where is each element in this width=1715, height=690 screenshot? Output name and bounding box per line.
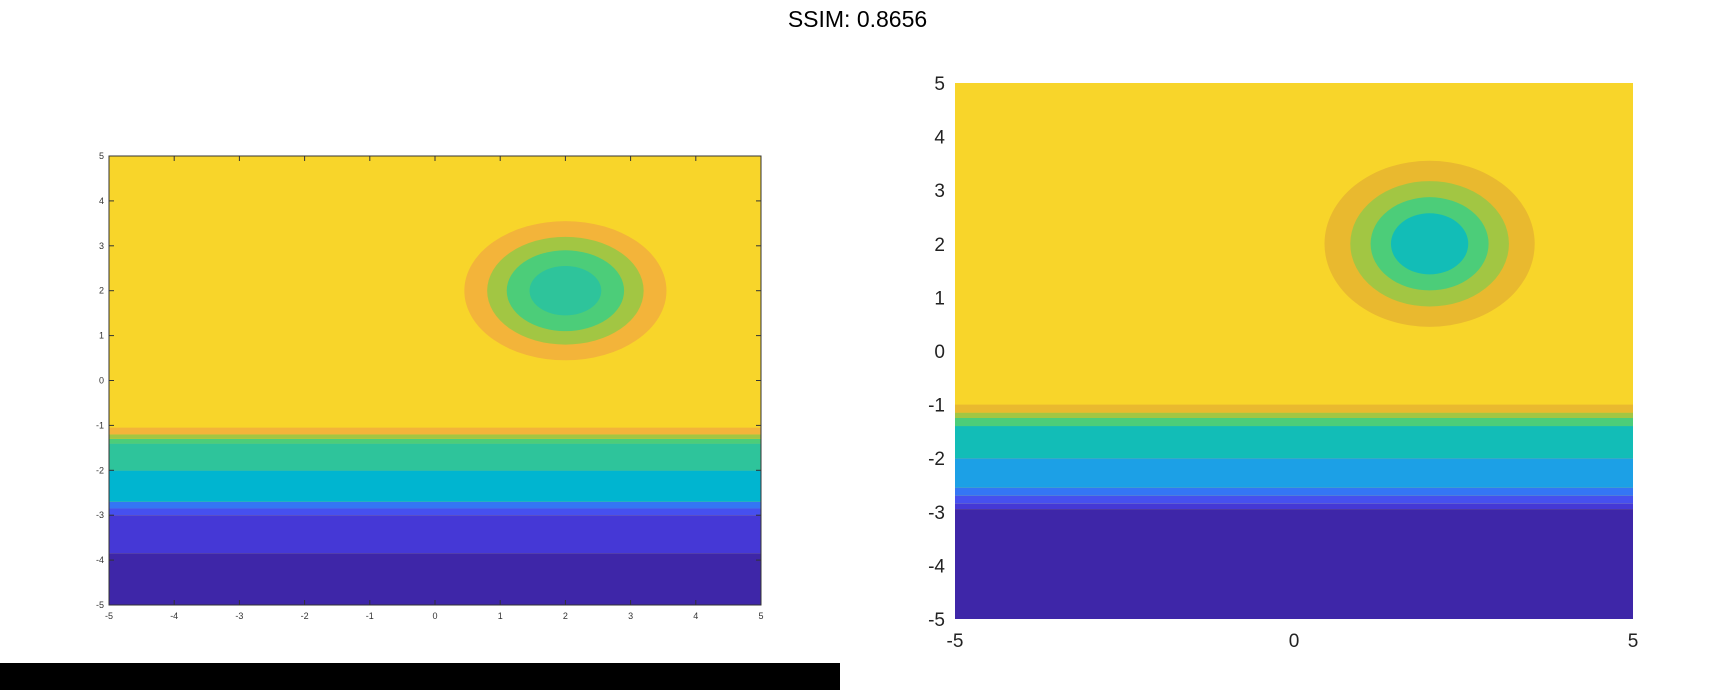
right-ytick-label: 5 bbox=[934, 74, 945, 95]
right-xtick-label: 5 bbox=[1628, 631, 1639, 652]
left-ytick-label: 1 bbox=[99, 331, 104, 341]
right-ytick-label: -1 bbox=[928, 396, 945, 417]
left-band-1 bbox=[109, 515, 761, 554]
right-xtick-label: -5 bbox=[947, 631, 964, 652]
left-band-5 bbox=[109, 443, 761, 471]
right-plot-area bbox=[955, 83, 1633, 619]
left-blob-ring-3 bbox=[529, 266, 602, 316]
figure-title: SSIM: 0.8656 bbox=[787, 6, 928, 32]
right-band-5 bbox=[955, 426, 1633, 459]
right-ytick-label: 4 bbox=[934, 128, 945, 149]
left-band-4 bbox=[109, 470, 761, 502]
left-xtick-label: -2 bbox=[301, 611, 309, 621]
left-ytick-label: -1 bbox=[96, 420, 104, 430]
right-ytick-label: -3 bbox=[928, 503, 945, 524]
left-xtick-label: -5 bbox=[105, 611, 113, 621]
left-ytick-label: 2 bbox=[99, 286, 104, 296]
left-ytick-label: 0 bbox=[99, 376, 104, 386]
right-band-4 bbox=[955, 458, 1633, 488]
left-ytick-label: -5 bbox=[96, 600, 104, 610]
left-xtick-label: -1 bbox=[366, 611, 374, 621]
left-xtick-label: 5 bbox=[758, 611, 763, 621]
right-ytick-label: 3 bbox=[934, 181, 945, 202]
left-band-3 bbox=[109, 501, 761, 509]
left-xtick-label: 2 bbox=[563, 611, 568, 621]
right-ytick-label: 2 bbox=[934, 235, 945, 256]
right-band-7 bbox=[955, 412, 1633, 418]
black-bar bbox=[0, 663, 840, 690]
right-band-8 bbox=[955, 404, 1633, 413]
left-heatmap: -5 -4 -3 -2 -1 0 1 2 3 4 5 -5 -4 -3 -2 -1 0 1 2 3 4 5 bbox=[96, 151, 764, 621]
right-band-2 bbox=[955, 495, 1633, 504]
left-xtick-label: 0 bbox=[432, 611, 437, 621]
left-ytick-label: -3 bbox=[96, 510, 104, 520]
left-ytick-label: 3 bbox=[99, 241, 104, 251]
right-ytick-label: 0 bbox=[934, 342, 945, 363]
right-ytick-label: -4 bbox=[928, 556, 945, 577]
left-band-2 bbox=[109, 508, 761, 516]
left-band-7 bbox=[109, 434, 761, 439]
right-band-3 bbox=[955, 487, 1633, 496]
right-ytick-label: 1 bbox=[934, 288, 945, 309]
left-plot-area bbox=[109, 156, 761, 605]
left-band-8 bbox=[109, 427, 761, 435]
left-band-6 bbox=[109, 438, 761, 444]
left-xtick-label: 3 bbox=[628, 611, 633, 621]
right-ytick-label: -2 bbox=[928, 449, 945, 470]
right-band-0 bbox=[955, 509, 1633, 619]
left-ytick-label: 5 bbox=[99, 151, 104, 161]
left-ytick-label: -2 bbox=[96, 465, 104, 475]
left-band-0 bbox=[109, 553, 761, 605]
left-ytick-label: -4 bbox=[96, 555, 104, 565]
left-xtick-label: -4 bbox=[170, 611, 178, 621]
left-xtick-label: 4 bbox=[693, 611, 698, 621]
right-xtick-label: 0 bbox=[1289, 631, 1300, 652]
right-ytick-label: -5 bbox=[928, 610, 945, 631]
left-xtick-label: 1 bbox=[498, 611, 503, 621]
right-heatmap: -5 0 5 -5 -4 -3 -2 -1 0 1 2 3 4 5 bbox=[928, 74, 1638, 652]
left-ytick-label: 4 bbox=[99, 196, 104, 206]
right-blob-ring-3 bbox=[1390, 213, 1469, 275]
left-xtick-label: -3 bbox=[235, 611, 243, 621]
right-band-1 bbox=[955, 503, 1633, 510]
right-band-6 bbox=[955, 418, 1633, 427]
